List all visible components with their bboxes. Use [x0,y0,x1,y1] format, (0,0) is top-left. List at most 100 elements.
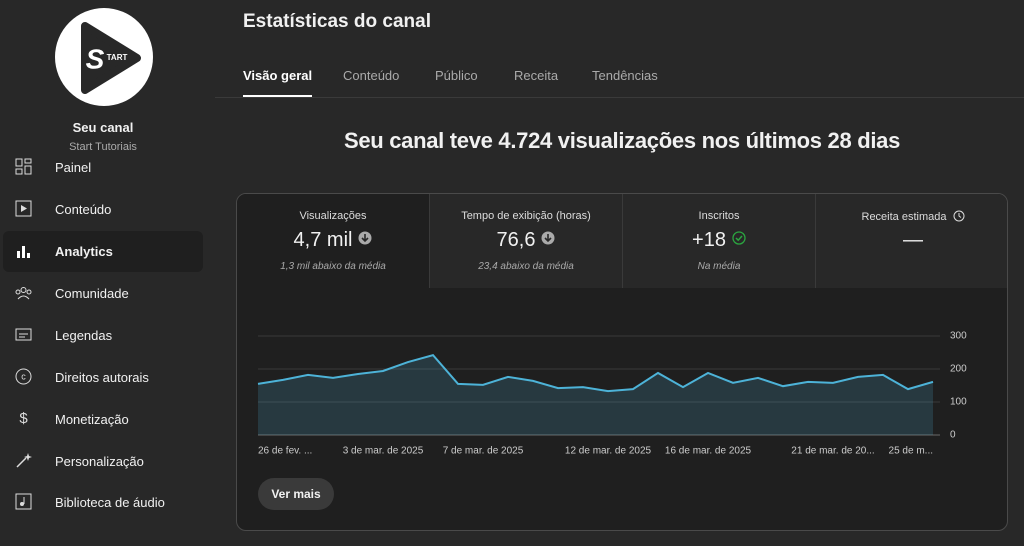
tab[interactable]: Receita [514,68,559,83]
icon-part [15,493,32,510]
y-tick-label: 200 [950,364,967,375]
tab[interactable]: Visão geral [243,68,313,83]
icon-part [17,251,20,258]
nav-label: Conteúdo [55,202,112,218]
x-tick-label: 7 de mar. de 2025 [443,446,524,457]
x-tick-label: 3 de mar. de 2025 [343,446,424,457]
metric-value: 4,7 mil [237,229,429,252]
metric-note: Na média [697,261,741,272]
metric-value: 76,6 [430,229,622,252]
metric-card[interactable]: Inscritos +18 Na média [623,194,816,288]
nav-item[interactable]: Personalização [3,441,203,482]
metric-note: 23,4 abaixo da média [478,261,574,272]
icon-part [735,235,743,242]
nav-item[interactable]: c Direitos autorais [3,357,203,398]
icon-part [16,456,27,468]
tab[interactable]: Conteúdo [343,68,400,83]
nav-icon [15,328,32,341]
nav-label: Legendas [55,327,113,343]
see-more-button[interactable]: Ver mais [258,478,334,510]
metric-label: Visualizações [237,210,429,222]
metric-value: +18 [623,229,815,252]
nav-label: Painel [55,160,92,176]
metric-label-text: Inscritos [698,210,740,222]
clock-icon [953,210,964,222]
nav-icon: c [15,368,32,385]
metric-label-text: Tempo de exibição (horas) [461,210,591,222]
line [257,354,934,393]
icon-part: c [21,371,26,381]
nav-label: Comunidade [55,285,129,301]
nav-icon [16,452,32,468]
icon-part [15,158,23,167]
metric-value-text: 4,7 mil [293,229,353,251]
tab-underline [243,95,312,98]
analytics-card: Visualizações 4,7 mil 1,3 mil abaixo da mé… [236,193,1008,531]
y-tick-label: 100 [950,397,967,408]
trend-icon [732,231,746,245]
metric-value: — [816,229,1007,252]
nav-label: Monetização [55,411,129,427]
nav-item[interactable]: $ Monetização [3,399,203,440]
x-tick-label: 25 de m... [889,446,933,457]
page-title: Estatísticas do canal [243,11,431,32]
icon-part [24,158,32,164]
logo-initial: S [86,43,105,74]
icon-part [20,502,24,507]
icon-part [953,210,964,222]
channel-handle: Start Tutoriais [69,141,137,153]
nav-icon [15,158,32,175]
tab[interactable]: Público [435,68,478,83]
icon-part [732,231,746,245]
trend-icon [541,231,555,245]
icon-part [26,289,32,295]
icon-part [15,168,23,175]
icon-part [27,253,30,258]
nav-item[interactable]: Painel [3,147,203,188]
metric-value-text: 76,6 [496,229,536,251]
nav-item[interactable]: Conteúdo [3,189,203,230]
nav-item[interactable]: Comunidade [3,273,203,314]
x-tick-label: 12 de mar. de 2025 [565,446,652,457]
icon-part [544,234,553,243]
icon-part [15,200,32,217]
y-tick-label: 0 [950,430,956,441]
metric-value-text: — [903,229,923,251]
icon-part [15,289,21,295]
nav-icon [15,200,32,217]
metric-card[interactable]: Receita estimada — [816,194,1007,288]
nav-icon: $ [19,410,28,427]
x-tick-label: 16 de mar. de 2025 [665,446,752,457]
x-tick-label: 26 de fev. ... [258,446,312,457]
headline: Seu canal teve 4.724 visualizações nos ú… [343,128,901,153]
metric-label: Tempo de exibição (horas) [430,210,622,222]
tab-divider [215,97,1024,98]
icon-part [20,286,27,293]
tab[interactable]: Tendências [592,68,658,83]
nav-icon [15,286,32,300]
icon-part [15,328,32,341]
area [258,355,933,435]
metric-label-text: Receita estimada [861,211,947,223]
nav-label: Personalização [55,453,144,469]
nav-item[interactable]: Analytics [3,231,203,272]
logo-triangle [81,22,141,94]
nav-label: Biblioteca de áudio [55,495,165,511]
metric-note: 1,3 mil abaixo da média [280,261,386,272]
nav-label: Analytics [55,244,113,259]
metric-label: Inscritos [623,210,815,222]
icon-part [17,295,30,300]
x-tick-label: 21 de mar. de 20... [791,446,874,457]
nav-icon [17,246,30,258]
metric-card[interactable]: Tempo de exibição (horas) 76,6 23,4 abaixo… [430,194,623,288]
logo-text: TART [107,53,128,62]
icon-part [361,234,370,243]
icon-part [15,368,32,385]
channel-logo[interactable]: S TART [55,8,153,106]
nav-item[interactable]: Biblioteca de áudio [3,482,203,523]
nav-item[interactable]: Legendas [3,315,203,356]
icon-part [24,452,32,461]
metric-card[interactable]: Visualizações 4,7 mil 1,3 mil abaixo da mé… [237,194,430,288]
